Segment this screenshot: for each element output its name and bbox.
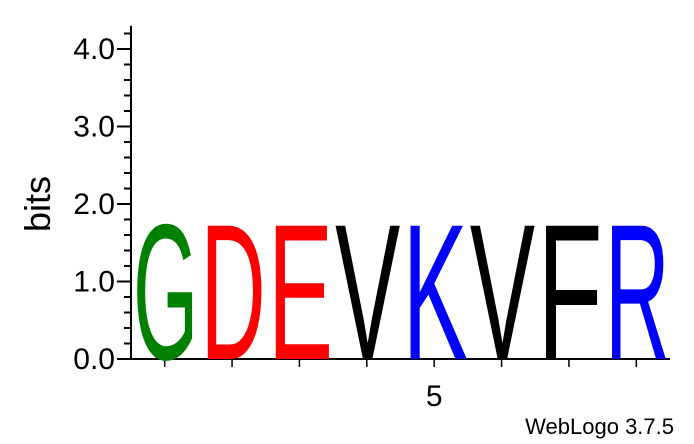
logo-letter-f-pos-7: F <box>537 184 602 401</box>
y-tick-label: 3.0 <box>73 111 115 144</box>
y-tick-label: 0.0 <box>73 343 115 376</box>
x-tick-label: 5 <box>426 380 443 413</box>
logo-letter-g-pos-1: G <box>133 184 198 401</box>
logo-letter-d-pos-2: D <box>200 185 265 402</box>
y-tick-label: 4.0 <box>73 33 115 66</box>
axes: 0.0 1.0 2.0 3.0 4.0 bits 5 <box>17 25 670 413</box>
weblogo-credit: WebLogo 3.7.5 <box>525 414 674 439</box>
logo-letter-v-pos-6: V <box>470 183 535 400</box>
logo-letter-v-pos-4: V <box>335 183 400 400</box>
y-tick-label: 1.0 <box>73 266 115 299</box>
y-tick-label: 2.0 <box>73 188 115 221</box>
logo-letter-k-pos-5: K <box>403 184 468 401</box>
logo-letter-r-pos-8: R <box>605 185 670 402</box>
logo-letter-e-pos-3: E <box>268 184 333 401</box>
y-axis-title: bits <box>17 176 58 232</box>
